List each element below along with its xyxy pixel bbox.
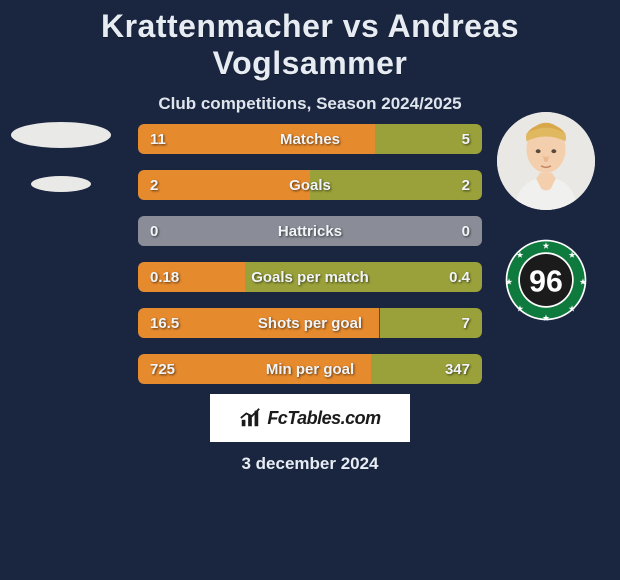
left-player-avatar-placeholder <box>11 122 111 148</box>
subtitle: Club competitions, Season 2024/2025 <box>0 94 620 114</box>
stat-row: 11Matches5 <box>138 124 482 154</box>
stat-value-right: 347 <box>445 361 470 378</box>
club-badge-icon: 96 <box>504 238 588 322</box>
club-number: 96 <box>529 266 563 299</box>
stat-value-right: 0 <box>462 223 470 240</box>
stat-value-right: 0.4 <box>449 269 470 286</box>
stat-row: 725Min per goal347 <box>138 354 482 384</box>
page-title: Krattenmacher vs Andreas Voglsammer <box>0 8 620 82</box>
stat-label: Hattricks <box>138 223 482 240</box>
left-player-club-placeholder <box>31 176 91 192</box>
stat-label: Shots per goal <box>138 315 482 332</box>
left-player-column <box>8 112 113 192</box>
branding-text: FcTables.com <box>267 408 380 429</box>
date-text: 3 december 2024 <box>0 454 620 474</box>
stat-row: 0.18Goals per match0.4 <box>138 262 482 292</box>
stat-label: Goals per match <box>138 269 482 286</box>
stat-row: 2Goals2 <box>138 170 482 200</box>
right-player-column: 96 <box>493 112 598 322</box>
chart-icon <box>239 407 261 429</box>
stat-value-right: 5 <box>462 131 470 148</box>
stat-value-right: 7 <box>462 315 470 332</box>
right-player-avatar <box>497 112 595 210</box>
stat-label: Matches <box>138 131 482 148</box>
stat-row: 16.5Shots per goal7 <box>138 308 482 338</box>
stat-row: 0Hattricks0 <box>138 216 482 246</box>
stat-label: Min per goal <box>138 361 482 378</box>
branding-badge: FcTables.com <box>210 394 410 442</box>
right-player-club-badge: 96 <box>504 238 588 322</box>
person-icon <box>497 112 595 210</box>
stat-label: Goals <box>138 177 482 194</box>
comparison-infographic: Krattenmacher vs Andreas Voglsammer Club… <box>0 0 620 580</box>
stat-bars: 11Matches5 2Goals2 0Hattricks0 0.18Goals pe… <box>138 124 482 400</box>
stat-value-right: 2 <box>462 177 470 194</box>
